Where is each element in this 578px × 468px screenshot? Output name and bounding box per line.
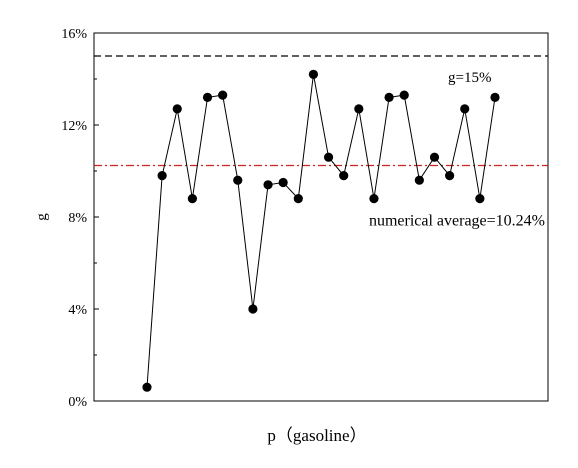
y-axis-ticks: 0% 4% 8% 12% 16% bbox=[61, 27, 99, 410]
x-axis-label: p（gasoline） bbox=[267, 426, 366, 445]
data-point bbox=[369, 194, 379, 204]
data-point bbox=[475, 194, 485, 204]
data-point bbox=[187, 194, 197, 204]
data-point bbox=[263, 180, 273, 190]
data-point bbox=[429, 152, 440, 162]
series-layer bbox=[142, 69, 500, 392]
data-point bbox=[202, 92, 213, 102]
data-point bbox=[218, 90, 228, 100]
data-point bbox=[308, 69, 319, 79]
data-point bbox=[445, 171, 455, 181]
data-point bbox=[354, 104, 364, 114]
data-point bbox=[278, 177, 288, 188]
y-tick-label: 4% bbox=[68, 303, 87, 318]
data-point bbox=[248, 304, 258, 314]
data-point bbox=[233, 175, 243, 185]
y-tick-label: 12% bbox=[61, 119, 87, 134]
data-point bbox=[293, 194, 303, 204]
reference-line-label: numerical average=10.24% bbox=[369, 212, 545, 229]
series-line bbox=[146, 74, 496, 388]
data-point bbox=[323, 152, 334, 162]
reference-line-label: g=15% bbox=[448, 70, 491, 86]
data-point bbox=[172, 104, 182, 114]
y-axis-label: g bbox=[34, 213, 50, 221]
y-tick-label: 0% bbox=[68, 395, 87, 410]
data-point bbox=[142, 382, 152, 392]
y-tick-label: 16% bbox=[61, 27, 87, 42]
data-point bbox=[490, 92, 500, 102]
y-tick-label: 8% bbox=[68, 211, 87, 226]
data-point bbox=[399, 90, 409, 100]
data-point bbox=[157, 171, 167, 181]
data-point bbox=[414, 175, 424, 185]
reference-lines: g=15% numerical average=10.24% bbox=[94, 55, 548, 229]
data-point bbox=[339, 171, 349, 181]
data-point bbox=[460, 104, 470, 114]
data-point bbox=[384, 92, 394, 102]
